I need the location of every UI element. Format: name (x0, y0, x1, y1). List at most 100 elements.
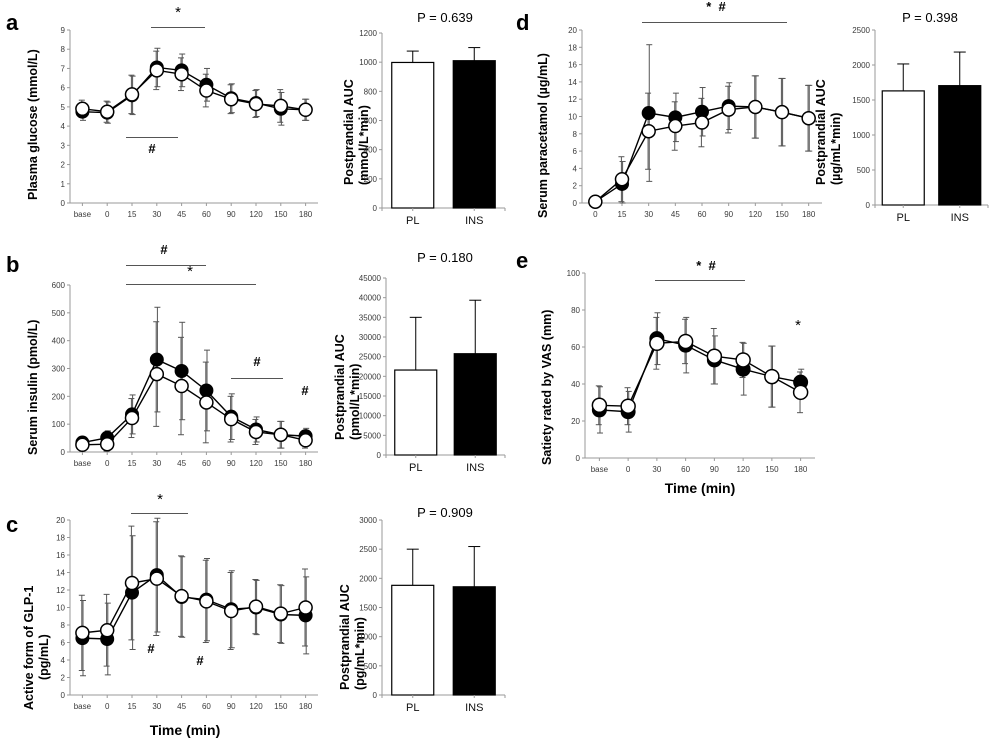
panel-e-marker-pl (677, 333, 694, 350)
panel-label-a: a (6, 10, 19, 35)
panel-c-x-axis-title: Time (min) (149, 722, 221, 738)
panel-c-x-tick: base (74, 702, 92, 711)
panel-b-x-label: INS (466, 462, 484, 474)
panel-c-x-tick: 15 (128, 702, 137, 711)
panel-a-y-tick: 600 (364, 117, 378, 126)
panel-e-y-tick: 40 (571, 380, 580, 389)
panel-a-marker-pl (75, 101, 90, 117)
panel-c-x-label: INS (465, 702, 483, 714)
panel-e-x-tick: 0 (626, 465, 631, 474)
panel-d-x-tick: 120 (749, 210, 763, 219)
panel-b-y-tick: 200 (52, 392, 66, 401)
panel-d-marker-pl (748, 99, 763, 115)
panel-a-y-tick: 1 (61, 180, 66, 189)
panel-e-x-axis-title: Time (min) (664, 480, 736, 496)
panel-b-x-tick: 150 (274, 459, 288, 468)
panel-b-x-tick: 180 (299, 459, 313, 468)
panel-b-y-tick: 5000 (363, 431, 381, 440)
panel-a-x-tick: 120 (249, 210, 263, 219)
panel-d-bar-chart: P = 0.398 Postprandial AUC (µg/mL*min) 0… (814, 0, 1008, 235)
panel-d-x-tick: 150 (775, 210, 789, 219)
panel-a-x-tick: 15 (128, 210, 137, 219)
panel-b-x-tick: 90 (227, 459, 236, 468)
panel-b-line-chart: Serum insulin (pmol/L) 0 100 200 300 400 500 6… (0, 240, 340, 500)
panel-b-sig-hash2: # (253, 354, 261, 369)
panel-b-x-tick: 120 (249, 459, 263, 468)
panel-c-marker-pl (248, 599, 264, 614)
panel-a-y-tick: 9 (61, 26, 66, 35)
panel-a-marker-pl (124, 87, 140, 102)
panel-e-x-tick: 30 (652, 465, 661, 474)
panel-a-y-tick: 200 (364, 175, 378, 184)
panel-b-y-tick: 500 (52, 309, 66, 318)
panel-b-y-tick: 0 (377, 451, 382, 460)
panel-c-y-tick: 500 (364, 662, 378, 671)
panel-c-sig-star: * (157, 491, 163, 508)
panel-a-sig-bar-hash (126, 137, 178, 138)
panel-b-sig-bar-hash2 (231, 378, 283, 379)
panel-e-x-tick: 120 (736, 465, 750, 474)
panel-b-y-tick: 40000 (359, 294, 382, 303)
panel-d-x-label: PL (897, 212, 910, 224)
panel-e-marker-pl (591, 397, 608, 414)
panel-d-bar-ins (938, 85, 982, 206)
panel-c-x-tick: 30 (152, 702, 161, 711)
panel-a-sig-hash: # (148, 141, 156, 156)
panel-a-y-tick: 400 (364, 146, 378, 155)
panel-e-sig-marks: * # (696, 258, 716, 273)
panel-d-y-tick: 18 (568, 43, 577, 52)
panel-c-plot-area: 0 500 1000 1500 2000 2500 3000 PL INS (359, 516, 506, 714)
panel-c-y-tick: 2 (61, 674, 66, 683)
panel-c-y-tick: 1500 (359, 604, 377, 613)
panel-c-y-tick: 0 (373, 691, 378, 700)
panel-d-marker-pl (694, 115, 710, 130)
panel-b-plot-area: 0 100 200 300 400 500 600 base 0 15 30 45 60 90 120 150… (52, 281, 318, 468)
panel-d-y-tick: 2 (573, 182, 578, 191)
panel-d-x-tick: 180 (802, 210, 816, 219)
panel-d-line-chart: Serum paracetamol (µg/mL) 0 2 4 6 8 10 12 14 16 1… (510, 0, 850, 235)
panel-a-marker-pl (223, 91, 239, 107)
panel-d-y-tick: 10 (568, 113, 577, 122)
panel-a-x-label: PL (406, 215, 419, 227)
panel-c-x-tick: 180 (299, 702, 313, 711)
panel-a-sig-bar-star (151, 27, 205, 28)
panel-d-sig-bar (642, 22, 787, 23)
panel-b-marker-pl (99, 436, 115, 452)
panel-c-x-tick: 90 (227, 702, 236, 711)
panel-e-marker-pl (620, 398, 636, 414)
panel-c-y-tick: 10 (56, 604, 65, 613)
panel-b-p-value: P = 0.180 (417, 250, 473, 265)
panel-c-y-tick: 6 (61, 639, 66, 648)
panel-b-sig-bar-hash1 (126, 265, 206, 266)
panel-b-marker-pl (199, 395, 214, 410)
panel-a-sig-star: * (175, 4, 181, 21)
panel-c-x-tick: 150 (274, 702, 288, 711)
panel-b-bar-pl (394, 369, 438, 456)
panel-b-bar-chart: P = 0.180 Postprandial AUC (pmol/L*min) … (330, 240, 530, 500)
panel-a-x-tick: base (74, 210, 92, 219)
panel-d-y-tick: 16 (568, 61, 577, 70)
panel-d-plot-area: 0 2 4 6 8 10 12 14 16 18 20 0 15 30 45 60 90 120 150 180 (568, 26, 822, 219)
panel-d-y-tick: 2500 (852, 26, 870, 35)
panel-a-bar-chart: P = 0.639 Postprandial AUC (mmol/L*min) … (330, 0, 530, 235)
panel-e-marker-pl (735, 352, 751, 368)
panel-a-line-chart: Plasma glucose (mmol/L) 0 1 2 3 4 5 6 7 8 9 base 0 1… (0, 0, 340, 235)
panel-c-y-tick: 14 (56, 569, 65, 578)
panel-c-marker-pl (149, 571, 165, 586)
panel-c-marker-pl (174, 588, 189, 604)
panel-d-x-tick: 45 (671, 210, 680, 219)
panel-d-marker-pl (588, 194, 603, 209)
panel-c-bar-ins (452, 586, 496, 696)
panel-b-y-tick: 300 (52, 365, 66, 374)
panel-e-x-tick: 180 (794, 465, 808, 474)
panel-d-x-label: INS (951, 212, 969, 224)
panel-c-sig-hash1: # (147, 641, 155, 656)
panel-b-marker-pl (298, 433, 313, 448)
panel-d-y-tick: 0 (866, 201, 871, 210)
panel-e-y-tick: 0 (576, 454, 581, 463)
panel-c-y-tick: 0 (61, 691, 66, 700)
panel-e-plot-area: 0 20 40 60 80 100 base 0 30 60 90 120 150 180 (567, 269, 815, 474)
panel-d-marker-pl (614, 171, 630, 187)
panel-a-bar-pl (391, 61, 435, 209)
panel-b-y-tick: 20000 (359, 372, 382, 381)
